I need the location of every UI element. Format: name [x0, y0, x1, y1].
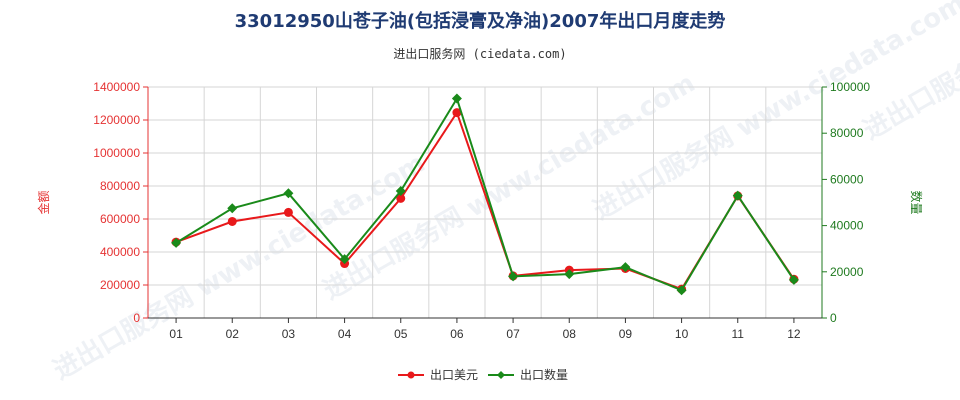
y-left-axis-label: 金额 [36, 190, 51, 214]
data-point-2[interactable] [620, 262, 631, 273]
data-point-2[interactable] [339, 254, 350, 265]
x-tick-label: 05 [394, 327, 408, 341]
y-right-tick-label: 40000 [830, 219, 864, 233]
axes: 0200000400000600000800000100000012000001… [93, 80, 870, 341]
y-left-tick-label: 1200000 [93, 113, 140, 127]
y-right-tick-label: 0 [830, 311, 837, 325]
data-point-1[interactable] [452, 108, 462, 118]
legend-entry-label[interactable]: 出口数量 [520, 367, 568, 382]
y-right-tick-label: 100000 [830, 80, 870, 94]
x-tick-label: 02 [226, 327, 240, 341]
x-tick-label: 06 [450, 327, 464, 341]
x-tick-label: 11 [732, 327, 745, 341]
series-layer [171, 93, 799, 296]
y-right-tick-label: 60000 [830, 172, 864, 186]
y-right-tick-label: 80000 [830, 126, 864, 140]
x-tick-label: 07 [506, 327, 520, 341]
legend-swatch-marker [497, 371, 505, 379]
chart-subtitle: 进出口服务网 (ciedata.com) [393, 46, 566, 61]
legend-swatch-marker [407, 371, 415, 379]
data-point-2[interactable] [788, 274, 799, 285]
x-tick-label: 04 [338, 327, 352, 341]
legend-entry-label[interactable]: 出口美元 [430, 368, 478, 382]
data-point-1[interactable] [396, 193, 406, 203]
y-left-tick-label: 0 [133, 311, 140, 325]
y-left-tick-label: 800000 [100, 179, 140, 193]
data-point-2[interactable] [564, 269, 575, 280]
y-left-tick-label: 1000000 [93, 146, 140, 160]
data-point-1[interactable] [283, 207, 293, 217]
x-tick-label: 08 [563, 327, 577, 341]
y-right-tick-label: 20000 [830, 265, 864, 279]
x-tick-label: 10 [675, 327, 689, 341]
x-tick-label: 09 [619, 327, 633, 341]
legend: 出口美元 出口数量 [398, 367, 568, 382]
series-line-2 [175, 96, 795, 292]
y-left-tick-label: 200000 [100, 278, 140, 292]
y-left-tick-label: 400000 [100, 245, 140, 259]
grid [147, 86, 823, 319]
y-left-tick-label: 600000 [100, 212, 140, 226]
data-point-2[interactable] [395, 185, 406, 196]
data-point-2[interactable] [732, 190, 743, 201]
data-point-2[interactable] [451, 93, 462, 104]
x-tick-label: 12 [787, 327, 801, 341]
data-point-1[interactable] [227, 216, 237, 226]
data-point-2[interactable] [508, 271, 519, 282]
data-point-2[interactable] [171, 237, 182, 248]
y-left-tick-label: 1400000 [93, 80, 140, 94]
data-point-2[interactable] [227, 203, 238, 214]
chart-title: 33012950山苍子油(包括浸膏及净油)2007年出口月度走势 [235, 10, 726, 32]
data-point-2[interactable] [283, 188, 294, 199]
data-point-2[interactable] [676, 285, 687, 296]
x-tick-label: 01 [169, 327, 183, 341]
y-right-axis-label: 数量 [909, 190, 924, 214]
x-tick-label: 03 [282, 327, 296, 341]
